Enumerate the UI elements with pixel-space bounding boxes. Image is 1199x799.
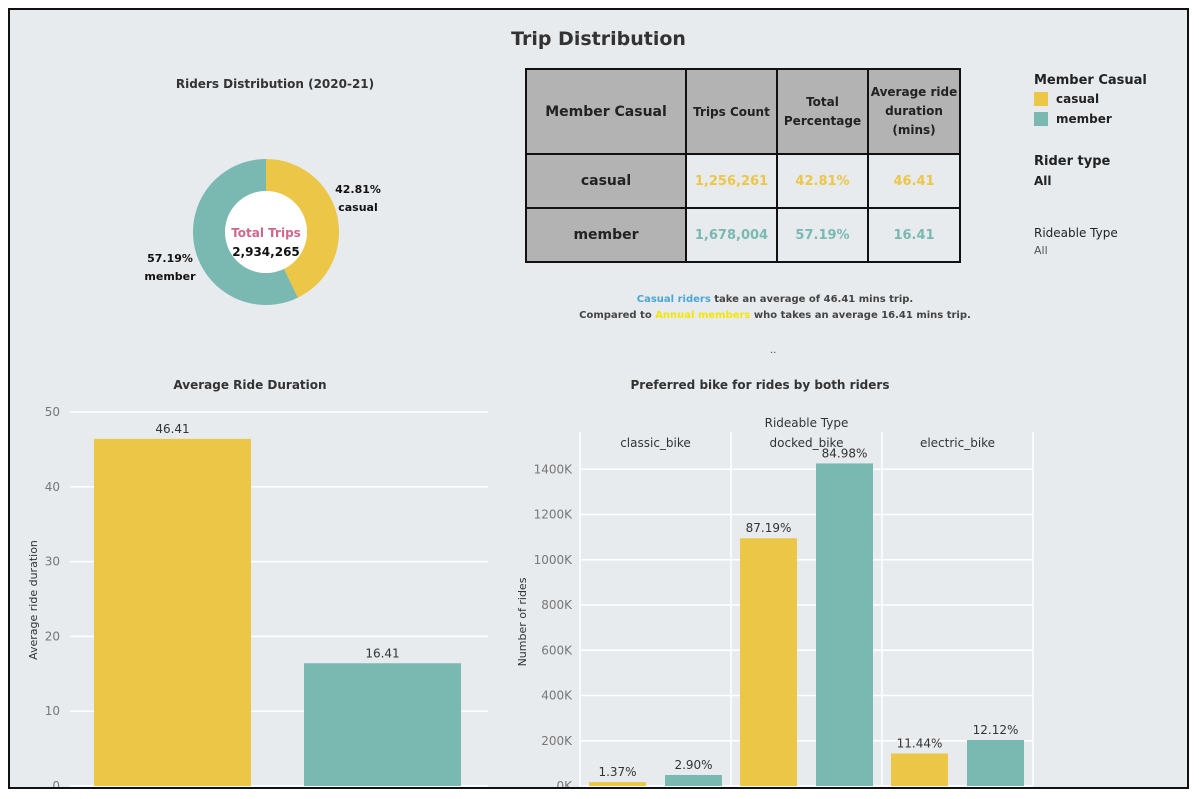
- table-row: member 1,678,004 57.19% 16.41: [525, 207, 961, 263]
- donut-member-label: member: [144, 270, 196, 283]
- chart2-title: Preferred bike for rides by both riders: [630, 378, 890, 392]
- dashboard-title: Trip Distribution: [511, 28, 686, 50]
- donut-hole: [225, 191, 307, 273]
- group-label-docked_bike: docked_bike: [770, 436, 844, 450]
- donut-center-value: 2,934,265: [232, 245, 300, 259]
- caption-casual-riders: Casual riders: [636, 294, 711, 305]
- avg-duration-chart: 0 10 20 30 40 50 Average ride duration 46.41 16.…: [27, 405, 488, 789]
- bar-electric_bike-casual[interactable]: [891, 753, 948, 786]
- header-trips-count: Trips Count: [685, 68, 778, 155]
- chart1-title: Average Ride Duration: [173, 378, 327, 392]
- y-tick-label: 20: [45, 629, 60, 643]
- y-tick-label: 1200K: [534, 508, 574, 522]
- table-row: casual 1,256,261 42.81% 46.41: [525, 153, 961, 209]
- data-label: 12.12%: [973, 723, 1019, 737]
- y-tick-label: 10: [45, 704, 60, 718]
- bar-member[interactable]: [304, 663, 461, 786]
- bar-classic_bike-casual[interactable]: [589, 782, 646, 786]
- y-tick-label: 30: [45, 555, 60, 569]
- donut-center-label: Total Trips: [231, 226, 301, 240]
- donut-slice-member[interactable]: [192, 159, 298, 305]
- bar-classic_bike-member[interactable]: [665, 774, 722, 786]
- legend-title: Member Casual: [1034, 73, 1147, 88]
- y-axis-label: Number of rides: [516, 577, 529, 666]
- donut-casual-pct: 42.81%: [335, 183, 381, 196]
- member-total-percentage: 57.19%: [776, 207, 869, 263]
- y-tick-label: 800K: [541, 598, 573, 612]
- y-tick-label: 1400K: [534, 462, 574, 476]
- bar-electric_bike-member[interactable]: [967, 739, 1024, 786]
- rideable-type-filter[interactable]: Rideable Type All: [1034, 226, 1118, 257]
- casual-average-duration: 46.41: [867, 153, 961, 209]
- rider-type-value: All: [1034, 174, 1052, 188]
- caption-dots: ..: [770, 345, 777, 356]
- y-tick-label: 0: [52, 779, 60, 789]
- bar-docked_bike-casual[interactable]: [740, 538, 797, 786]
- y-tick-label: 40: [45, 480, 60, 494]
- donut-slice-casual[interactable]: [266, 159, 339, 298]
- donut-chart: Total Trips 2,934,265 42.81% casual 57.1…: [144, 159, 381, 305]
- legend: Member Casual casual member: [1034, 73, 1147, 126]
- legend-item-casual[interactable]: casual: [1034, 92, 1147, 106]
- group-label-electric_bike: electric_bike: [920, 436, 995, 450]
- y-tick-label: 200K: [541, 734, 573, 748]
- summary-table: Member Casual Trips Count Total Percentag…: [525, 68, 961, 263]
- dashboard-frame: Trip Distribution Riders Distribution (2…: [8, 8, 1189, 789]
- casual-trips-count: 1,256,261: [685, 153, 778, 209]
- y-tick-label: 0K: [556, 779, 573, 789]
- donut-title: Riders Distribution (2020-21): [175, 77, 375, 91]
- row-type-casual: casual: [525, 153, 687, 209]
- y-tick-label: 50: [45, 405, 60, 419]
- rider-type-label: Rider type: [1034, 154, 1111, 169]
- y-axis-label: Average ride duration: [27, 540, 40, 660]
- rideable-type-value: All: [1034, 244, 1048, 257]
- rideable-type-label: Rideable Type: [1034, 226, 1118, 240]
- header-member-casual: Member Casual: [525, 68, 687, 155]
- legend-swatch-member: [1034, 112, 1048, 126]
- data-label: 46.41: [155, 422, 189, 436]
- header-average-duration: Average ride duration (mins): [867, 68, 961, 155]
- data-label: 11.44%: [897, 736, 943, 750]
- donut-member-pct: 57.19%: [147, 252, 193, 265]
- donut-casual-label: casual: [338, 201, 378, 214]
- data-label: 87.19%: [746, 521, 792, 535]
- row-type-member: member: [525, 207, 687, 263]
- data-label: 1.37%: [598, 765, 636, 779]
- y-tick-label: 600K: [541, 643, 573, 657]
- data-label: 84.98%: [822, 446, 868, 460]
- rideable-type-header: Rideable Type: [765, 416, 849, 430]
- member-trips-count: 1,678,004: [685, 207, 778, 263]
- y-tick-label: 400K: [541, 689, 573, 703]
- member-average-duration: 16.41: [867, 207, 961, 263]
- legend-item-member[interactable]: member: [1034, 112, 1147, 126]
- y-tick-label: 1000K: [534, 553, 574, 567]
- caption-annual-members: Annual members: [655, 310, 751, 321]
- casual-total-percentage: 42.81%: [776, 153, 869, 209]
- header-total-percentage: Total Percentage: [776, 68, 869, 155]
- bar-docked_bike-member[interactable]: [816, 463, 873, 786]
- preferred-bike-chart: Rideable Type classic_bike docked_bike elec…: [516, 416, 1034, 789]
- data-label: 2.90%: [674, 758, 712, 772]
- data-label: 16.41: [365, 646, 399, 660]
- rider-type-filter[interactable]: Rider type All: [1034, 154, 1110, 188]
- bar-casual[interactable]: [94, 438, 251, 786]
- group-label-classic_bike: classic_bike: [620, 436, 691, 450]
- caption: Casual riders take an average of 46.41 m…: [579, 294, 971, 321]
- legend-swatch-casual: [1034, 92, 1048, 106]
